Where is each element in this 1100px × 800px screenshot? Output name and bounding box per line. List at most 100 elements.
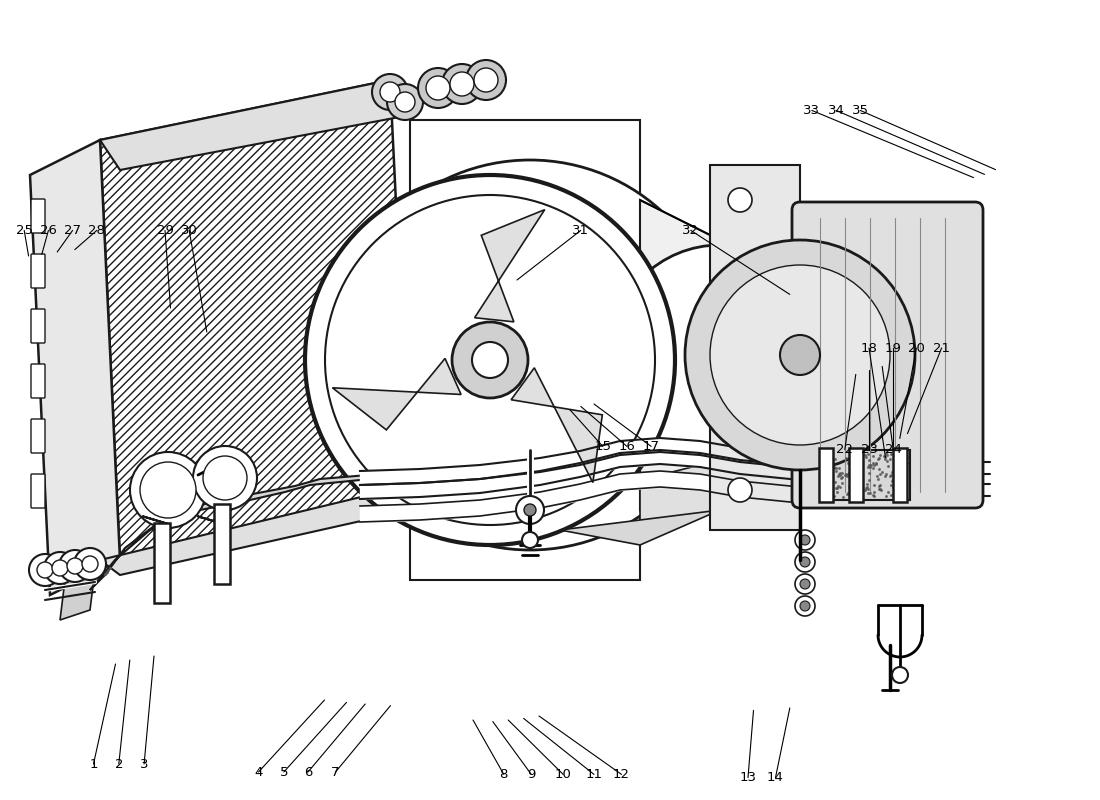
Polygon shape bbox=[100, 490, 410, 575]
Circle shape bbox=[82, 556, 98, 572]
Text: 15: 15 bbox=[594, 440, 612, 453]
Circle shape bbox=[780, 335, 820, 375]
Circle shape bbox=[452, 322, 528, 398]
Text: 29: 29 bbox=[156, 224, 174, 237]
Text: 7: 7 bbox=[331, 766, 340, 778]
Text: 19: 19 bbox=[884, 342, 902, 354]
Text: 5: 5 bbox=[279, 766, 288, 778]
Text: 34: 34 bbox=[827, 104, 845, 117]
Circle shape bbox=[474, 68, 498, 92]
Circle shape bbox=[395, 92, 415, 112]
Circle shape bbox=[795, 574, 815, 594]
Circle shape bbox=[130, 452, 206, 528]
Circle shape bbox=[728, 478, 752, 502]
FancyBboxPatch shape bbox=[31, 199, 45, 233]
Circle shape bbox=[800, 601, 810, 611]
Circle shape bbox=[305, 175, 675, 545]
FancyBboxPatch shape bbox=[214, 504, 230, 584]
Text: 18: 18 bbox=[860, 342, 878, 354]
Text: eurospares: eurospares bbox=[173, 484, 311, 508]
Text: 24: 24 bbox=[884, 443, 902, 456]
FancyBboxPatch shape bbox=[154, 523, 170, 603]
Text: 33: 33 bbox=[803, 104, 821, 117]
FancyBboxPatch shape bbox=[31, 474, 45, 508]
Circle shape bbox=[516, 496, 544, 524]
Circle shape bbox=[204, 456, 248, 500]
Circle shape bbox=[29, 554, 60, 586]
Circle shape bbox=[685, 240, 915, 470]
Polygon shape bbox=[820, 450, 910, 500]
Text: 25: 25 bbox=[15, 224, 33, 237]
Polygon shape bbox=[640, 460, 720, 535]
Text: 28: 28 bbox=[88, 224, 106, 237]
Polygon shape bbox=[100, 80, 410, 560]
FancyBboxPatch shape bbox=[893, 448, 907, 502]
Circle shape bbox=[336, 160, 725, 550]
Circle shape bbox=[892, 667, 907, 683]
Circle shape bbox=[524, 504, 536, 516]
Circle shape bbox=[800, 579, 810, 589]
Text: autospares: autospares bbox=[613, 484, 751, 508]
FancyBboxPatch shape bbox=[792, 202, 983, 508]
Circle shape bbox=[324, 195, 654, 525]
Text: 23: 23 bbox=[860, 443, 878, 456]
Circle shape bbox=[522, 532, 538, 548]
Text: 14: 14 bbox=[767, 771, 784, 784]
Polygon shape bbox=[474, 210, 544, 322]
Text: 20: 20 bbox=[908, 342, 925, 354]
Circle shape bbox=[472, 342, 508, 378]
Polygon shape bbox=[100, 80, 410, 170]
Circle shape bbox=[74, 548, 106, 580]
Circle shape bbox=[728, 188, 752, 212]
Circle shape bbox=[442, 64, 482, 104]
Circle shape bbox=[379, 82, 400, 102]
Text: 10: 10 bbox=[554, 768, 572, 781]
Circle shape bbox=[44, 552, 76, 584]
Text: 30: 30 bbox=[180, 224, 198, 237]
Circle shape bbox=[710, 265, 890, 445]
Text: 32: 32 bbox=[682, 224, 700, 237]
Text: eurospares: eurospares bbox=[173, 292, 311, 316]
Text: 27: 27 bbox=[64, 224, 81, 237]
Text: 4: 4 bbox=[254, 766, 263, 778]
Polygon shape bbox=[560, 510, 720, 545]
Circle shape bbox=[800, 535, 810, 545]
Text: 13: 13 bbox=[739, 771, 757, 784]
Text: 22: 22 bbox=[836, 443, 854, 456]
Polygon shape bbox=[512, 368, 603, 482]
FancyBboxPatch shape bbox=[31, 309, 45, 343]
Text: autospares: autospares bbox=[613, 292, 751, 316]
Circle shape bbox=[387, 84, 424, 120]
Text: 1: 1 bbox=[89, 758, 98, 770]
Text: 17: 17 bbox=[642, 440, 660, 453]
Polygon shape bbox=[640, 200, 720, 510]
Circle shape bbox=[795, 530, 815, 550]
Text: 2: 2 bbox=[114, 758, 123, 770]
Polygon shape bbox=[410, 120, 640, 580]
Polygon shape bbox=[710, 165, 800, 530]
FancyBboxPatch shape bbox=[31, 364, 45, 398]
Text: 9: 9 bbox=[527, 768, 536, 781]
Circle shape bbox=[67, 558, 82, 574]
Polygon shape bbox=[332, 358, 461, 430]
Polygon shape bbox=[60, 570, 95, 620]
Text: 31: 31 bbox=[572, 224, 590, 237]
FancyBboxPatch shape bbox=[31, 419, 45, 453]
Circle shape bbox=[59, 550, 91, 582]
Circle shape bbox=[610, 245, 830, 465]
Polygon shape bbox=[90, 473, 510, 590]
Text: 21: 21 bbox=[933, 342, 950, 354]
Circle shape bbox=[466, 60, 506, 100]
Circle shape bbox=[192, 446, 257, 510]
Circle shape bbox=[52, 560, 68, 576]
Circle shape bbox=[800, 557, 810, 567]
Text: 11: 11 bbox=[585, 768, 603, 781]
Circle shape bbox=[37, 562, 53, 578]
Text: 3: 3 bbox=[140, 758, 148, 770]
Circle shape bbox=[450, 72, 474, 96]
Circle shape bbox=[426, 76, 450, 100]
Text: 12: 12 bbox=[613, 768, 630, 781]
Text: 6: 6 bbox=[304, 766, 312, 778]
Text: 26: 26 bbox=[40, 224, 57, 237]
FancyBboxPatch shape bbox=[820, 448, 833, 502]
